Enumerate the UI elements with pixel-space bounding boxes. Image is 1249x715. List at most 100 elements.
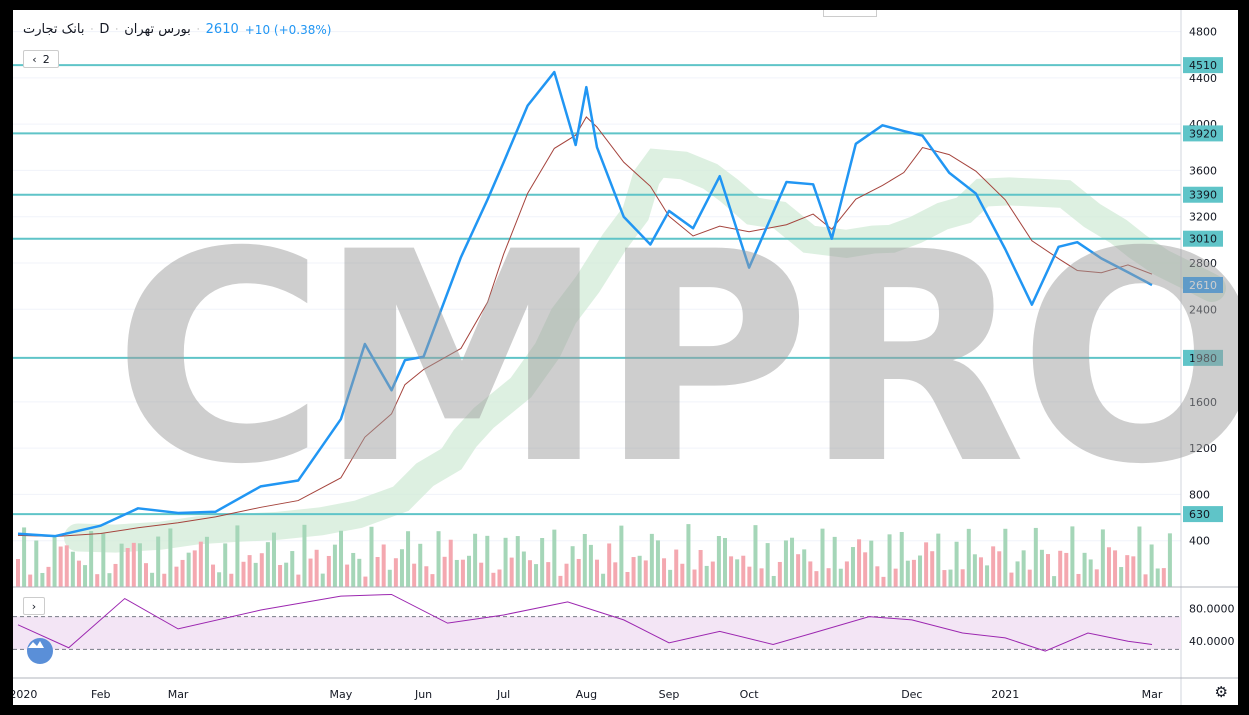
volume-bar bbox=[211, 564, 216, 587]
volume-bar bbox=[1143, 574, 1148, 587]
time-axis-label: Jun bbox=[414, 688, 432, 701]
volume-bar bbox=[430, 574, 435, 587]
volume-bar bbox=[125, 548, 130, 587]
volume-bar bbox=[637, 555, 642, 587]
volume-bar bbox=[1149, 544, 1154, 587]
expand-oscillator-button[interactable]: › bbox=[23, 597, 45, 615]
volume-bar bbox=[339, 530, 344, 587]
level-label-box bbox=[1183, 506, 1223, 523]
volume-bar bbox=[918, 555, 923, 587]
rsi-axis-label: 80.0000 bbox=[1189, 602, 1235, 615]
price-axis-label: 4800 bbox=[1189, 26, 1217, 39]
time-axis-label: Dec bbox=[901, 688, 922, 701]
volume-bar bbox=[887, 534, 892, 587]
legend-separator: · bbox=[196, 24, 200, 35]
volume-bar bbox=[814, 571, 819, 587]
volume-bar bbox=[302, 524, 307, 587]
volume-bar bbox=[1082, 552, 1087, 587]
level-label-box bbox=[1183, 186, 1223, 203]
volume-bar bbox=[716, 536, 721, 587]
gear-icon[interactable]: ⚙ bbox=[1214, 683, 1228, 701]
level-label-box bbox=[1183, 349, 1223, 366]
time-axis-label: 2021 bbox=[991, 688, 1019, 701]
volume-bar bbox=[76, 560, 81, 587]
kijun-line bbox=[17, 116, 1153, 537]
volume-bar bbox=[753, 525, 758, 587]
volume-bar bbox=[1039, 549, 1044, 587]
level-label: 2610 bbox=[1189, 279, 1217, 292]
interval-label[interactable]: D bbox=[99, 22, 110, 37]
time-axis-label: Oct bbox=[740, 688, 760, 701]
volume-bar bbox=[960, 569, 965, 587]
rsi-band bbox=[13, 616, 1181, 650]
volume-bar bbox=[95, 574, 100, 587]
volume-bar bbox=[204, 536, 209, 587]
chevron-icon: ‹ bbox=[32, 52, 37, 66]
symbol-name[interactable]: بانک تجارت bbox=[23, 22, 85, 37]
volume-bar bbox=[729, 556, 734, 587]
volume-bar bbox=[467, 555, 472, 587]
volume-bar bbox=[863, 552, 868, 587]
volume-bar bbox=[588, 544, 593, 587]
volume-bar bbox=[436, 531, 441, 587]
volume-bar bbox=[1015, 561, 1020, 587]
volume-bar bbox=[625, 571, 630, 587]
volume-bar bbox=[198, 541, 203, 587]
level-label: 3010 bbox=[1189, 233, 1217, 246]
volume-bar bbox=[479, 562, 484, 587]
volume-bar bbox=[1106, 547, 1111, 587]
volume-bar bbox=[52, 536, 57, 587]
volume-bar bbox=[314, 549, 319, 587]
volume-bar bbox=[387, 569, 392, 587]
tradingview-logo-icon[interactable] bbox=[27, 638, 53, 664]
volume-bar bbox=[576, 558, 581, 587]
collapse-indicators-button[interactable]: ‹ 2 bbox=[23, 50, 59, 68]
volume-bar bbox=[143, 563, 148, 587]
chart-window: 4800 4400 4000 3600 3200 2800 2400 1600 1200 800 4… bbox=[13, 10, 1238, 705]
price-axis-label: 2800 bbox=[1189, 257, 1217, 270]
volume-bar bbox=[710, 561, 715, 587]
volume-bar bbox=[838, 568, 843, 587]
volume-bar bbox=[509, 557, 514, 587]
volume-bar bbox=[1058, 550, 1063, 587]
volume-bar bbox=[1003, 528, 1008, 587]
volume-bar bbox=[570, 546, 575, 587]
level-label-box bbox=[1183, 230, 1223, 247]
time-axis-label: Mar bbox=[1142, 688, 1163, 701]
chart-canvas[interactable]: 4800440040003600320028002400160012008004… bbox=[13, 10, 1238, 705]
volume-bar bbox=[515, 536, 520, 587]
volume-bar bbox=[655, 540, 660, 587]
volume-bar bbox=[832, 536, 837, 587]
level-label: 4510 bbox=[1189, 59, 1217, 72]
volume-bar bbox=[820, 528, 825, 587]
top-drag-handle[interactable] bbox=[823, 10, 877, 17]
time-axis-label: Feb bbox=[91, 688, 110, 701]
level-label: 630 bbox=[1189, 508, 1210, 521]
volume-bar bbox=[582, 533, 587, 587]
volume-bar bbox=[345, 564, 350, 587]
volume-bar bbox=[686, 524, 691, 587]
volume-bar bbox=[83, 565, 88, 587]
volume-bar bbox=[442, 556, 447, 587]
volume-bar bbox=[948, 569, 953, 587]
volume-bar bbox=[375, 557, 380, 587]
volume-bar bbox=[174, 566, 179, 587]
volume-bar bbox=[186, 552, 191, 587]
volume-bar bbox=[1125, 555, 1130, 587]
volume-bar bbox=[58, 546, 63, 587]
volume-bar bbox=[674, 549, 679, 587]
rsi-axis-label: 40.0000 bbox=[1189, 635, 1235, 648]
volume-bar bbox=[119, 543, 124, 587]
volume-bar bbox=[649, 533, 654, 587]
time-axis-label: 2020 bbox=[13, 688, 37, 701]
level-label-box bbox=[1183, 125, 1223, 142]
volume-bar bbox=[1009, 572, 1014, 587]
level-label: 3920 bbox=[1189, 127, 1217, 140]
volume-bar bbox=[893, 568, 898, 587]
volume-bar bbox=[546, 562, 551, 587]
volume-bar bbox=[296, 574, 301, 587]
time-axis-label: Jul bbox=[496, 688, 510, 701]
legend-separator: · bbox=[90, 24, 94, 35]
volume-bar bbox=[930, 551, 935, 587]
volume-bar bbox=[46, 566, 51, 587]
